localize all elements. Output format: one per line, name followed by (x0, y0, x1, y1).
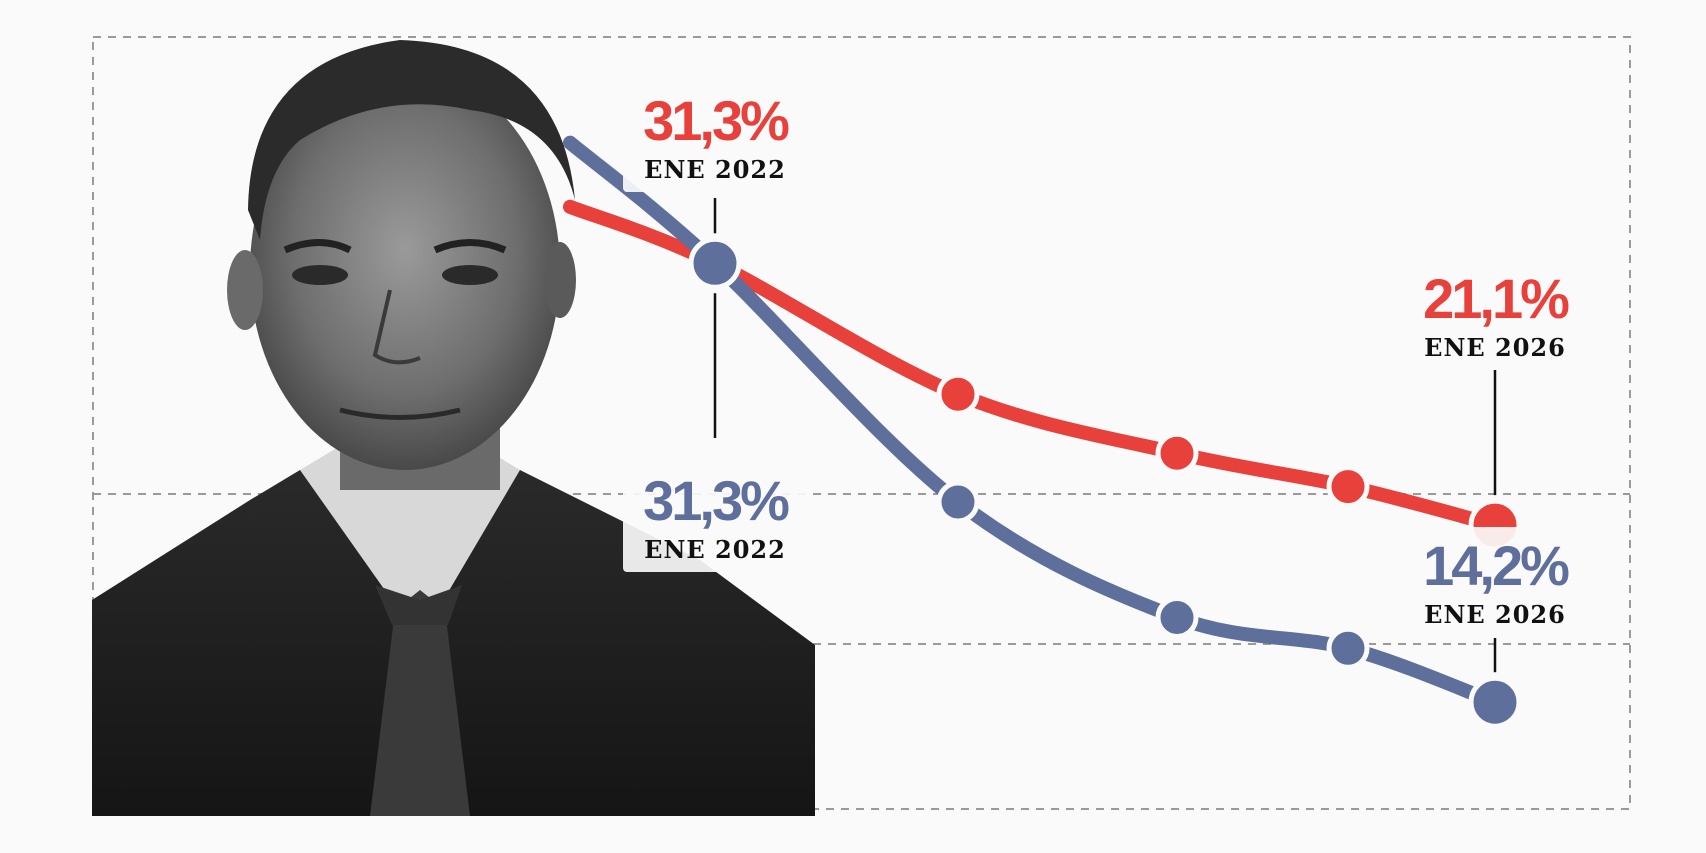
annotation-backdrop-1 (623, 462, 807, 572)
annotation-value-3: 14,2% (1423, 534, 1569, 597)
annotation-value-1: 31,3% (643, 469, 789, 532)
data-point-blue-3 (1155, 596, 1199, 639)
data-point-red-2 (936, 372, 980, 416)
annotation-value-2: 21,1% (1423, 267, 1569, 330)
annotation-date-1: ENE 2022 (644, 535, 786, 564)
annotation-value-0: 31,3% (643, 89, 789, 152)
annotation-backdrop-3 (1403, 527, 1587, 637)
annotation-date-2: ENE 2026 (1424, 333, 1566, 362)
annotation-date-0: ENE 2022 (644, 155, 786, 184)
annotation-backdrop-0 (623, 82, 807, 192)
annotation-date-3: ENE 2026 (1424, 600, 1566, 629)
data-point-red-4 (1326, 465, 1370, 509)
data-point-blue-1 (688, 236, 742, 290)
annotation-layer: 31,3% ENE 2022 31,3% ENE 2022 21,1% ENE 2026 1… (623, 82, 1587, 673)
plot-border (92, 36, 1631, 810)
data-point-red-3 (1155, 431, 1199, 475)
data-point-blue-4 (1326, 626, 1370, 670)
data-point-blue-5 (1468, 675, 1522, 729)
data-point-blue-2 (936, 480, 980, 524)
annotation-backdrop-2 (1403, 260, 1587, 370)
series-layer (563, 135, 1522, 729)
